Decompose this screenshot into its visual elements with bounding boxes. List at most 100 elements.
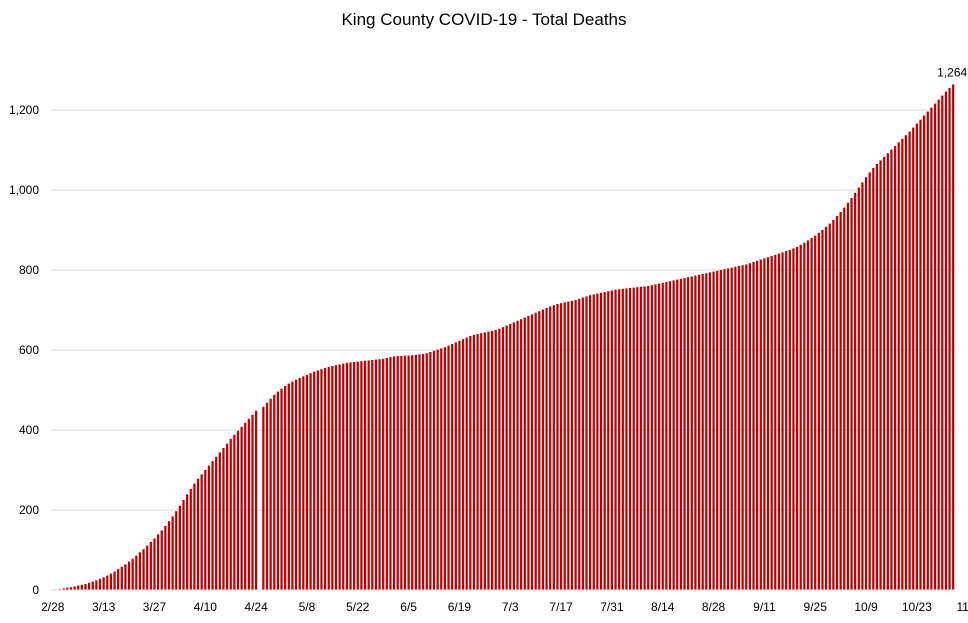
bar — [106, 575, 109, 590]
bar — [396, 356, 399, 590]
bar — [944, 91, 948, 590]
bar — [821, 230, 824, 590]
bar — [505, 325, 508, 590]
bar — [501, 327, 505, 590]
bar — [363, 360, 367, 590]
bar — [872, 168, 875, 590]
bar — [483, 332, 486, 590]
bar — [643, 286, 646, 590]
x-tick-label: 8/14 — [651, 600, 675, 614]
bar — [952, 84, 955, 591]
bar — [472, 334, 476, 590]
bar — [469, 336, 472, 590]
bar — [578, 298, 581, 590]
x-tick-label: 5/22 — [346, 600, 370, 614]
bar — [182, 500, 185, 590]
bar — [647, 286, 650, 590]
bar — [233, 434, 236, 590]
bar — [403, 355, 407, 590]
bar — [523, 317, 526, 590]
bar — [294, 379, 298, 590]
bar — [349, 362, 352, 590]
bar — [385, 358, 388, 590]
bar — [734, 266, 737, 590]
bar — [846, 202, 850, 591]
bar — [625, 288, 628, 590]
bar — [741, 265, 744, 590]
bar — [356, 361, 359, 590]
bar — [632, 287, 635, 590]
bar — [225, 443, 229, 590]
bar — [701, 274, 704, 590]
bar — [835, 216, 839, 590]
bar — [596, 293, 599, 590]
y-tick-label: 1,000 — [9, 183, 39, 197]
bar — [167, 521, 171, 590]
bar — [262, 406, 265, 590]
bar — [411, 355, 414, 590]
bar — [752, 262, 755, 590]
bar — [498, 328, 501, 590]
bar — [799, 244, 802, 591]
bar — [407, 355, 410, 590]
bar — [828, 223, 831, 590]
bar — [904, 135, 908, 590]
bar — [284, 386, 287, 590]
bar — [538, 311, 541, 590]
bar — [687, 277, 690, 590]
bar — [628, 288, 632, 590]
x-tick-label: 3/27 — [143, 600, 167, 614]
bar — [309, 373, 312, 590]
bar — [716, 270, 719, 590]
bar — [84, 584, 87, 590]
bar — [864, 177, 868, 590]
bar — [901, 138, 904, 591]
bar — [618, 289, 621, 590]
y-tick-label: 400 — [19, 423, 39, 437]
bar — [530, 314, 534, 590]
bar — [890, 149, 893, 590]
bar — [719, 270, 722, 590]
bar — [788, 250, 791, 590]
bar — [389, 357, 392, 590]
bar — [559, 303, 563, 590]
data-labels: 1,264 — [937, 65, 967, 79]
y-axis: 0 200 400 600 800 1,000 1,200 — [9, 103, 39, 597]
bar — [160, 530, 163, 590]
x-tick-label: 9/11 — [753, 600, 776, 614]
bar — [432, 350, 436, 590]
bar — [454, 342, 457, 590]
bar — [763, 258, 766, 590]
bar — [679, 278, 683, 590]
bar — [291, 381, 294, 590]
bar — [748, 263, 751, 590]
x-tick-label: 10/9 — [854, 600, 878, 614]
bar — [520, 319, 523, 590]
bar — [77, 585, 80, 590]
bar — [371, 360, 374, 590]
bars — [55, 84, 955, 591]
x-tick-label: 7/17 — [549, 600, 573, 614]
bar — [265, 402, 269, 590]
bar — [792, 248, 795, 590]
bar — [672, 280, 675, 590]
bar — [697, 274, 701, 590]
bar — [342, 363, 345, 590]
bar — [302, 376, 305, 590]
bar — [843, 207, 846, 590]
bar — [581, 297, 584, 590]
bar — [360, 361, 363, 590]
x-tick-label: 5/8 — [299, 600, 316, 614]
bar — [745, 264, 748, 590]
bar — [923, 115, 926, 590]
bar — [806, 240, 810, 590]
bar — [509, 324, 512, 590]
bar — [305, 374, 309, 590]
bar — [737, 266, 741, 590]
bar — [109, 573, 113, 590]
bar — [480, 333, 483, 590]
bar — [255, 410, 258, 590]
bar — [545, 308, 548, 590]
bar — [298, 378, 301, 590]
x-tick-label: 11/6 — [956, 600, 968, 614]
